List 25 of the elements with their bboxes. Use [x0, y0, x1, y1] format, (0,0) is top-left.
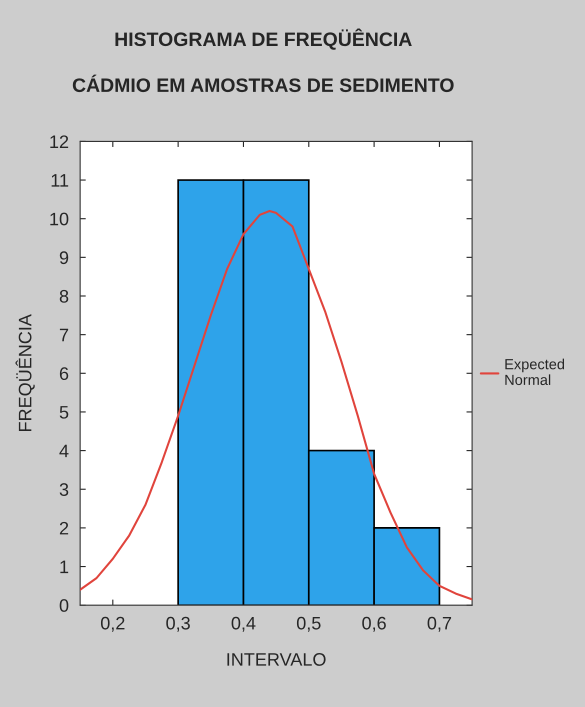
x-tick-label: 0,2 — [100, 616, 124, 632]
y-tick-label: 12 — [50, 135, 68, 148]
x-tick-label: 0,7 — [428, 616, 452, 632]
x-tick-label: 0,3 — [166, 616, 190, 632]
x-axis-title: INTERVALO — [227, 653, 326, 666]
y-tick-label: 10 — [50, 212, 68, 226]
y-tick-label: 6 — [60, 367, 68, 380]
y-tick-label: 4 — [59, 444, 69, 458]
y-tick-label: 5 — [60, 406, 68, 419]
y-tick-label: 2 — [60, 522, 68, 534]
y-tick-label: 0 — [60, 599, 68, 612]
chart-title: HISTOGRAMA DE FREQÜÊNCIA — [115, 28, 412, 50]
x-tick-label: 0,4 — [232, 616, 256, 632]
line-series — [80, 210, 472, 600]
x-tick-label: 0,6 — [362, 616, 386, 632]
y-axis-title: FREQÜÊNCIA — [16, 314, 35, 432]
legend-label: Expected Normal — [505, 358, 564, 386]
x-tick-label: 0,5 — [296, 616, 321, 632]
y-tick-label: 8 — [60, 290, 68, 303]
y-tick-label: 11 — [52, 174, 68, 187]
y-tick-label: 1 — [60, 560, 68, 574]
y-tick-label: 9 — [60, 251, 68, 264]
y-tick-label: 3 — [60, 483, 68, 496]
y-tick-label: 7 — [60, 328, 68, 342]
chart-subtitle: CÁDMIO EM AMOSTRAS DE SEDIMENTO — [72, 74, 454, 92]
